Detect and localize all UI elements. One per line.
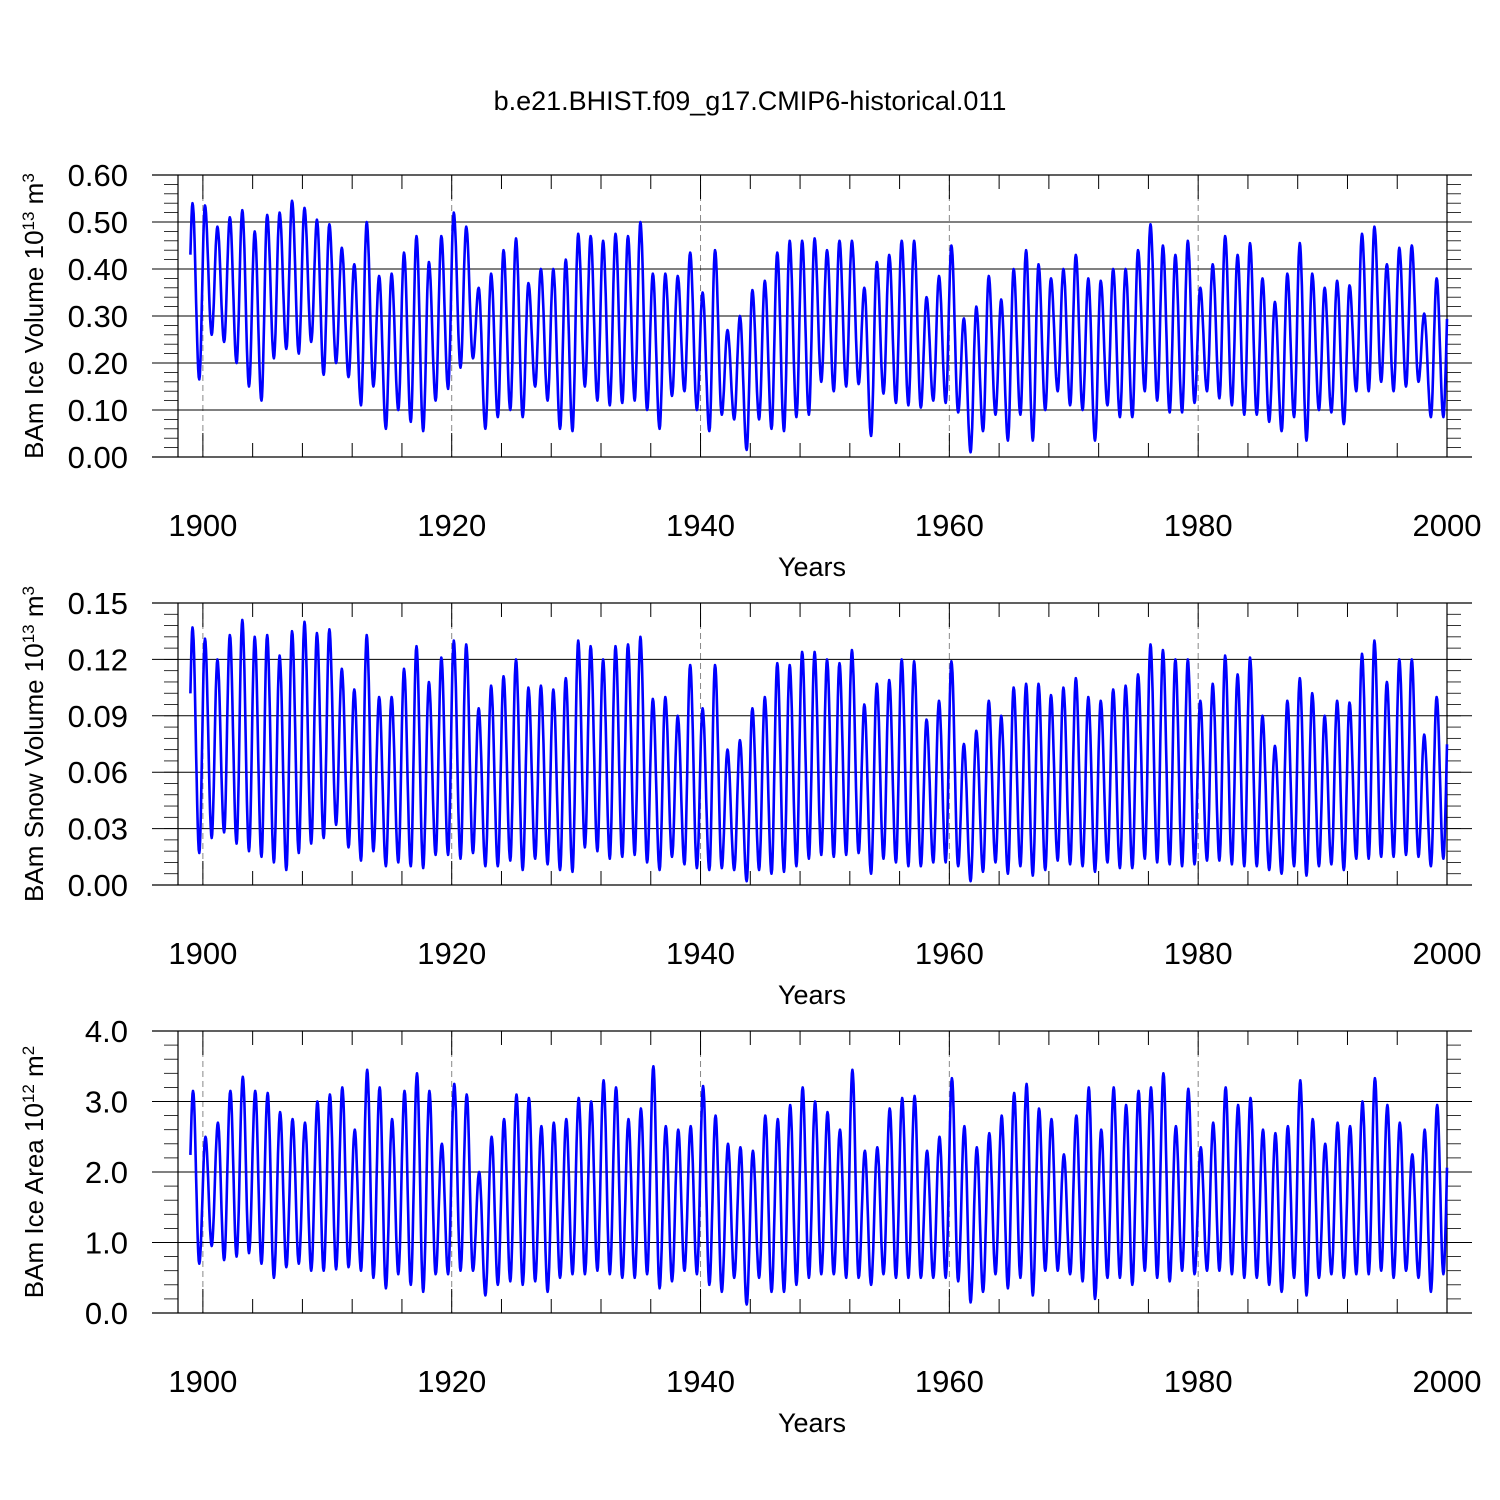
x-tick-label: 2000	[1413, 508, 1482, 543]
panels: 0.00 0.10 0.20 0.30 0.40 0.50 0.60 1900 1920 1940…	[19, 158, 1482, 1438]
x-tick-label: 1960	[915, 936, 984, 971]
y-axis-label: BAm Ice Area 1012 m2	[19, 1046, 50, 1298]
y-tick-label: 0.06	[68, 755, 128, 790]
y-tick-label: 0.15	[68, 586, 128, 621]
x-tick-label: 1960	[915, 508, 984, 543]
series-line	[189, 1065, 1449, 1306]
y-tick-label: 3.0	[85, 1085, 128, 1120]
x-tick-label: 2000	[1413, 1364, 1482, 1399]
y-tick-label: 0.00	[68, 868, 128, 903]
x-tick-label: 1980	[1164, 936, 1233, 971]
y-tick-label: 2.0	[85, 1155, 128, 1190]
x-tick-label: 1900	[168, 936, 237, 971]
y-tick-label: 4.0	[85, 1014, 128, 1049]
x-tick-label: 1980	[1164, 1364, 1233, 1399]
y-tick-label: 0.12	[68, 642, 128, 677]
series-line	[189, 618, 1449, 883]
x-tick-label: 1940	[666, 936, 735, 971]
y-tick-label: 0.40	[68, 252, 128, 287]
x-tick-label: 1960	[915, 1364, 984, 1399]
x-tick-label: 1900	[168, 1364, 237, 1399]
x-tick-label: 2000	[1413, 936, 1482, 971]
x-tick-label: 1920	[417, 1364, 486, 1399]
y-tick-label: 0.20	[68, 346, 128, 381]
panel-2: 0.00 0.03 0.06 0.09 0.12 0.15 1900 1920 1940 1960…	[19, 586, 1482, 1010]
chart-title: b.e21.BHIST.f09_g17.CMIP6-historical.011	[494, 86, 1007, 116]
x-tick-label: 1940	[666, 1364, 735, 1399]
y-axis-label: BAm Snow Volume 1013 m3	[19, 586, 50, 902]
x-axis-label: Years	[778, 980, 846, 1010]
x-tick-label: 1980	[1164, 508, 1233, 543]
y-axis-label: BAm Ice Volume 1013 m3	[19, 173, 50, 459]
y-tick-label: 0.30	[68, 299, 128, 334]
y-tick-label: 0.09	[68, 699, 128, 734]
panel-3: 0.0 1.0 2.0 3.0 4.0 1900 1920 1940 1960 1980 2000 Y…	[19, 1014, 1482, 1438]
y-tick-label: 0.10	[68, 393, 128, 428]
y-tick-label: 0.60	[68, 158, 128, 193]
y-tick-label: 0.00	[68, 440, 128, 475]
x-tick-label: 1900	[168, 508, 237, 543]
y-tick-label: 1.0	[85, 1226, 128, 1261]
x-axis-label: Years	[778, 552, 846, 582]
series-line	[189, 199, 1449, 454]
x-tick-label: 1940	[666, 508, 735, 543]
x-axis-label: Years	[778, 1408, 846, 1438]
panel-1: 0.00 0.10 0.20 0.30 0.40 0.50 0.60 1900 1920 1940…	[19, 158, 1482, 582]
y-tick-label: 0.03	[68, 812, 128, 847]
y-tick-label: 0.50	[68, 205, 128, 240]
y-tick-label: 0.0	[85, 1296, 128, 1331]
x-tick-label: 1920	[417, 936, 486, 971]
x-tick-label: 1920	[417, 508, 486, 543]
